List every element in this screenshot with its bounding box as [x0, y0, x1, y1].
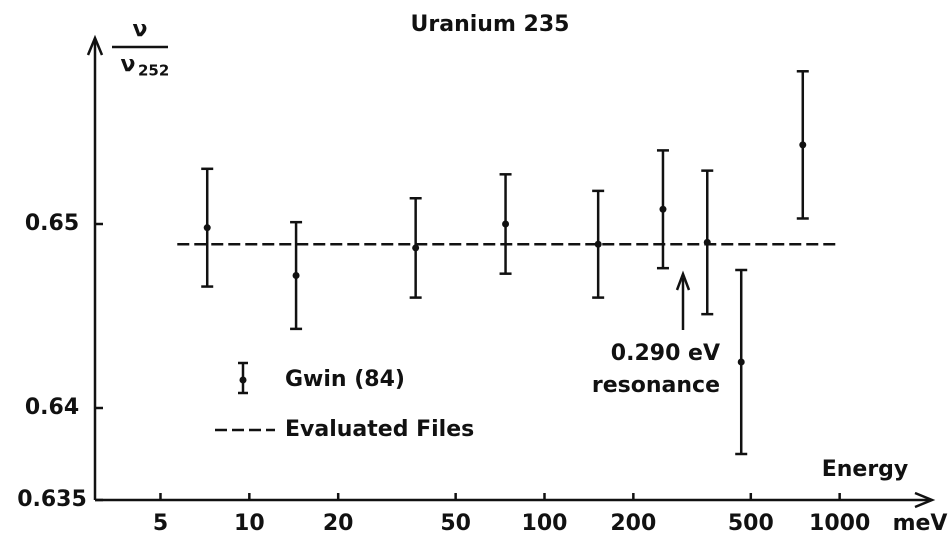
y-tick-label: 0.64 — [25, 395, 79, 420]
y-label-numerator: ν — [133, 17, 148, 42]
y-label-subscript: 252 — [138, 62, 169, 80]
point — [412, 244, 420, 252]
chart-title: Uranium 235 — [411, 12, 570, 37]
legend-icon — [239, 376, 247, 384]
x-tick-label: 50 — [440, 511, 471, 536]
x-tick-label: 500 — [728, 511, 774, 536]
annotation-text: resonance — [592, 373, 720, 398]
y-tick-label: 0.65 — [25, 211, 79, 236]
x-tick-label: 200 — [610, 511, 656, 536]
point — [799, 141, 807, 149]
y-label-denominator: ν — [121, 52, 136, 77]
x-tick-label: 100 — [522, 511, 568, 536]
x-axis-arrow — [914, 491, 936, 509]
y-tick-label: 0.635 — [17, 487, 87, 512]
x-tick-label: 5 — [153, 511, 168, 536]
x-tick-label: 20 — [323, 511, 354, 536]
point — [659, 205, 667, 213]
annotation-text: 0.290 eV — [611, 341, 720, 366]
y-axis-arrow — [86, 34, 104, 56]
point — [502, 220, 510, 228]
x-unit: meV — [893, 511, 948, 536]
annotation-arrowhead — [675, 270, 691, 291]
point — [737, 358, 745, 366]
point — [594, 240, 602, 248]
legend-label: Gwin (84) — [285, 367, 405, 392]
point — [292, 272, 300, 280]
x-tick-label: 10 — [234, 511, 265, 536]
x-tick-label: 1000 — [809, 511, 870, 536]
point — [203, 224, 211, 232]
x-label: Energy — [822, 457, 909, 482]
legend-label: Evaluated Files — [285, 417, 474, 442]
